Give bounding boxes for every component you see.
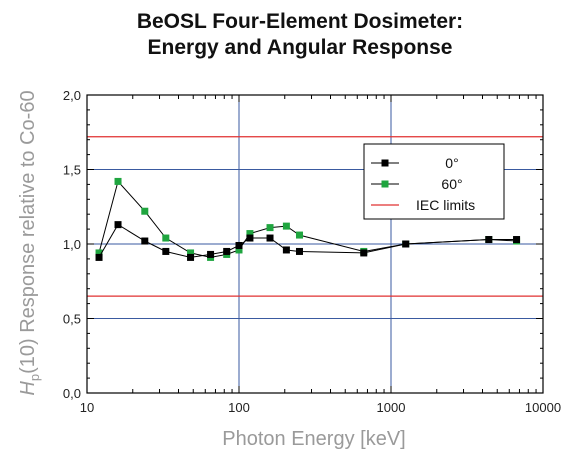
y-tick-label-1: 0,5: [63, 312, 81, 327]
y-axis-label-subscript: p: [27, 374, 42, 381]
series-0-point-10: [282, 246, 290, 254]
x-tick-label-3: 10000: [525, 400, 561, 415]
series-0-point-3: [162, 247, 170, 255]
x-tick-label-2: 1000: [377, 400, 406, 415]
series-0-point-12: [360, 249, 368, 257]
series-0-point-2: [141, 237, 149, 245]
series-0-point-4: [187, 253, 195, 261]
y-axis-label-text: (10) Response relative to Co-60: [17, 90, 39, 373]
legend-marker-0: [381, 159, 389, 167]
series-1-point-4: [187, 249, 195, 257]
series-1-point-3: [162, 234, 170, 242]
series-0-point-6: [223, 247, 231, 255]
x-axis-label: Photon Energy [keV]: [222, 428, 405, 450]
series-0-point-8: [246, 234, 254, 242]
legend: 0° 60° IEC limits: [363, 143, 505, 220]
series-0-point-13: [402, 240, 410, 248]
y-axis-label-symbol: H: [17, 381, 39, 396]
series-1-point-2: [141, 207, 149, 215]
y-tick-label-4: 2,0: [63, 88, 81, 103]
legend-label-2: IEC limits: [416, 197, 475, 213]
series-1-point-8: [246, 230, 254, 238]
series-1-point-10: [282, 222, 290, 230]
y-axis-label: Hp(10) Response relative to Co-60: [17, 90, 42, 395]
series-0-point-11: [295, 247, 303, 255]
series-0-point-1: [114, 221, 122, 229]
y-tick-label-0: 0,0: [63, 386, 81, 401]
legend-marker-1: [381, 180, 389, 188]
series-0-point-15: [513, 236, 521, 244]
series-1-point-11: [295, 231, 303, 239]
y-tick-label-2: 1,0: [63, 237, 81, 252]
series-0-point-14: [485, 236, 493, 244]
chart-title-line-1: BeOSL Four-Element Dosimeter:: [137, 10, 463, 33]
legend-label-1: 60°: [441, 176, 462, 192]
x-tick-label-0: 10: [80, 400, 94, 415]
series-0-point-5: [207, 250, 215, 258]
plot-area: 10 100 1000 10000 0,0 0,5 1,0 1,5 2,0: [63, 88, 561, 415]
series-1-point-1: [114, 177, 122, 185]
series-1-point-9: [266, 224, 274, 232]
series-1-point-0: [95, 249, 103, 257]
y-tick-label-3: 1,5: [63, 163, 81, 178]
series-0-point-7: [235, 241, 243, 249]
series-0-point-0: [95, 253, 103, 261]
legend-items: 0° 60° IEC limits: [371, 155, 475, 213]
series-line-0: [98, 223, 517, 258]
series-1-point-7: [235, 246, 243, 254]
series-0-point-9: [266, 234, 274, 242]
x-tick-label-1: 100: [228, 400, 250, 415]
chart-title-line-2: Energy and Angular Response: [148, 36, 453, 59]
legend-label-0: 0°: [445, 155, 458, 171]
